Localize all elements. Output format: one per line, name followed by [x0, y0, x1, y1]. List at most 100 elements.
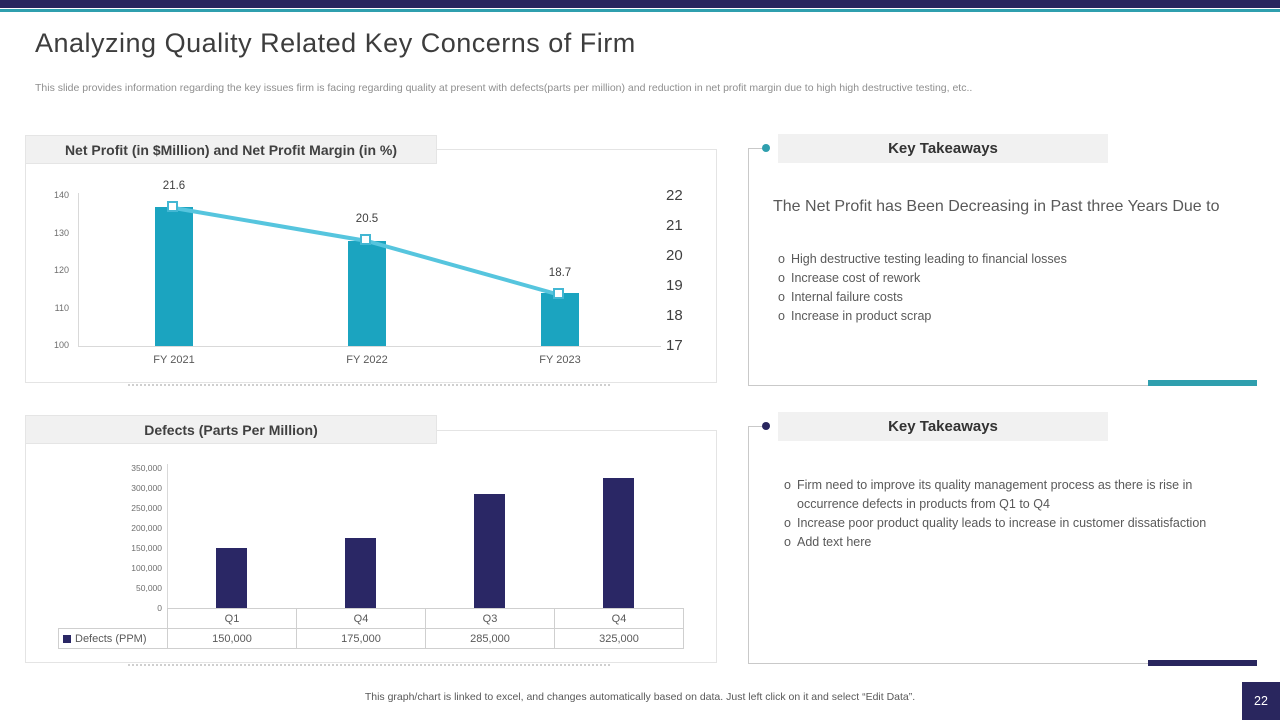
takeaways-bullets-1: o High destructive testing leading to fin… — [774, 250, 1244, 326]
takeaway-bullet: o Increase cost of rework — [774, 269, 1244, 288]
x-axis-category: FY 2022 — [346, 354, 388, 366]
bullet-text: Increase poor product quality leads to i… — [797, 516, 1207, 530]
net-profit-bar — [155, 207, 193, 346]
defects-y-tick: 350,000 — [131, 463, 162, 473]
right-axis-tick: 22 — [666, 187, 683, 204]
x-axis-category: FY 2023 — [539, 354, 581, 366]
margin-line-series — [173, 206, 561, 297]
bullet-marker: o — [778, 290, 785, 304]
x-axis-line — [78, 346, 661, 347]
defects-chart-title: Defects (Parts Per Million) — [25, 415, 437, 444]
defects-y-tick: 300,000 — [131, 483, 162, 493]
panel1-connector-v — [748, 148, 749, 385]
panel2-connector-b — [748, 663, 1257, 664]
legend-label: Defects (PPM) — [75, 632, 147, 645]
bullet-text: Increase in product scrap — [791, 309, 932, 323]
defects-y-tick: 0 — [157, 603, 162, 613]
page-number: 22 — [1254, 694, 1268, 708]
takeaways-heading-1: The Net Profit has Been Decreasing in Pa… — [773, 198, 1220, 215]
footer-note: This graph/chart is linked to excel, and… — [364, 691, 916, 703]
bullet-marker: o — [784, 478, 791, 492]
right-axis-tick: 18 — [666, 307, 683, 324]
net-profit-chart: 140 130 120 110 100 22 21 20 19 18 17 FY 2021 FY 202… — [25, 149, 717, 383]
takeaway-bullet: o High destructive testing leading to fin… — [774, 250, 1244, 269]
panel2-connector-v — [748, 426, 749, 663]
defects-y-tick: 150,000 — [131, 543, 162, 553]
line-point-label: 18.7 — [548, 267, 572, 279]
dotted-divider-2 — [128, 664, 610, 666]
panel2-bullet-dot — [762, 422, 770, 430]
defects-y-tick: 50,000 — [136, 583, 162, 593]
takeaways-header-1: Key Takeaways — [778, 134, 1108, 163]
right-axis-tick: 21 — [666, 217, 683, 234]
defects-y-tick: 250,000 — [131, 503, 162, 513]
page-number-badge: 22 — [1242, 682, 1280, 720]
defects-y-tick: 200,000 — [131, 523, 162, 533]
left-axis-line — [78, 193, 79, 346]
top-navy-bar — [0, 0, 1280, 8]
dotted-divider-1 — [128, 384, 610, 386]
line-marker — [553, 288, 564, 299]
legend-swatch-icon — [63, 634, 71, 643]
defects-table-category: Q3 — [425, 608, 555, 629]
x-axis-category: FY 2021 — [153, 354, 195, 366]
bullet-text: High destructive testing leading to fina… — [791, 252, 1067, 266]
defects-data-table: Q1 Q4 Q3 Q4 Defects (PPM) 150,000 175,000 285,0… — [58, 608, 684, 649]
defects-table-value: 325,000 — [554, 628, 684, 649]
top-teal-bar — [0, 9, 1280, 12]
bullet-text: Internal failure costs — [791, 290, 903, 304]
page-subtitle: This slide provides information regardin… — [35, 82, 973, 94]
defects-bar — [216, 548, 247, 608]
left-axis-tick: 100 — [53, 340, 69, 350]
page-title: Analyzing Quality Related Key Concerns o… — [35, 28, 636, 58]
panel1-bullet-dot — [762, 144, 770, 152]
defects-y-axis-line — [167, 464, 168, 608]
defects-chart-canvas: 350,000 300,000 250,000 200,000 150,000 100,0… — [26, 431, 718, 664]
defects-table-category: Q1 — [167, 608, 297, 629]
defects-bar — [603, 478, 634, 608]
line-point-label: 21.6 — [162, 180, 186, 192]
takeaway-bullet: o Increase in product scrap — [774, 307, 1244, 326]
defects-table-category: Q4 — [554, 608, 684, 629]
panel2-connector-h — [748, 426, 765, 427]
bullet-text: Firm need to improve its quality managem… — [797, 478, 1193, 511]
takeaway-bullet: o Firm need to improve its quality manage… — [780, 476, 1242, 514]
net-profit-chart-canvas: 140 130 120 110 100 22 21 20 19 18 17 FY 2021 FY 202… — [26, 150, 718, 384]
left-axis-tick: 140 — [53, 190, 69, 200]
bullet-marker: o — [784, 516, 791, 530]
left-axis-tick: 120 — [53, 265, 69, 275]
right-axis-tick: 20 — [666, 247, 683, 264]
net-profit-bar — [541, 293, 579, 346]
defects-legend-cell: Defects (PPM) — [58, 628, 168, 649]
defects-bar — [474, 494, 505, 608]
panel1-connector-h — [748, 148, 765, 149]
panel1-accent-bar — [1148, 380, 1257, 386]
bullet-marker: o — [778, 309, 785, 323]
left-axis-tick: 130 — [53, 227, 69, 238]
left-axis-tick: 110 — [54, 302, 69, 313]
defects-y-tick: 100,000 — [131, 563, 162, 573]
right-axis-tick: 19 — [666, 277, 683, 294]
net-profit-chart-title: Net Profit (in $Million) and Net Profit … — [25, 135, 437, 164]
defects-table-category: Q4 — [296, 608, 426, 629]
panel2-accent-bar — [1148, 660, 1257, 666]
takeaways-header-2: Key Takeaways — [778, 412, 1108, 441]
bullet-marker: o — [778, 271, 785, 285]
defects-table-value: 175,000 — [296, 628, 426, 649]
defects-bar — [345, 538, 376, 608]
line-point-label: 20.5 — [355, 213, 379, 225]
defects-table-value: 150,000 — [167, 628, 297, 649]
bullet-marker: o — [784, 535, 791, 549]
defects-chart: 350,000 300,000 250,000 200,000 150,000 100,0… — [25, 430, 717, 663]
line-marker — [167, 201, 178, 212]
bullet-text: Increase cost of rework — [791, 271, 921, 285]
bullet-text: Add text here — [797, 535, 872, 549]
takeaway-bullet: o Add text here — [780, 533, 1242, 552]
bullet-marker: o — [778, 252, 785, 266]
net-profit-bar — [348, 241, 386, 346]
defects-table-value: 285,000 — [425, 628, 555, 649]
takeaways-bullets-2: o Firm need to improve its quality manage… — [780, 476, 1242, 552]
right-axis-tick: 17 — [666, 337, 683, 354]
takeaway-bullet: o Increase poor product quality leads to … — [780, 514, 1242, 533]
